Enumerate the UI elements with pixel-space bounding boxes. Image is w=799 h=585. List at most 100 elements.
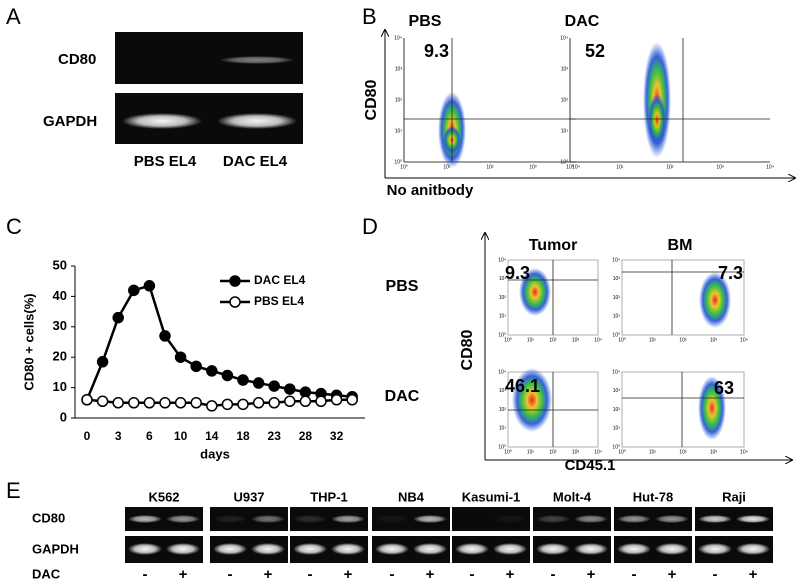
band-label: CD80 bbox=[58, 51, 96, 68]
data-point bbox=[268, 397, 280, 409]
gel-band bbox=[251, 515, 285, 523]
legend-label: PBS EL4 bbox=[254, 294, 304, 308]
band-label: GAPDH bbox=[32, 541, 79, 556]
axis-tick-label: 10³ bbox=[561, 66, 569, 72]
gel-band bbox=[166, 515, 200, 523]
cell-line-label: THP-1 bbox=[310, 489, 348, 504]
axis-tick-label: 10³ bbox=[572, 337, 580, 343]
data-point bbox=[237, 398, 249, 411]
gel-band bbox=[655, 543, 689, 555]
axis-tick-label: 10² bbox=[549, 449, 557, 455]
axis-tick-label: 10¹ bbox=[613, 426, 621, 432]
cell-line-label: Molt-4 bbox=[553, 489, 592, 504]
y-tick-label: 20 bbox=[53, 349, 67, 364]
percent-label: 9.3 bbox=[424, 41, 449, 61]
data-point bbox=[346, 394, 358, 406]
axis-tick-label: 10⁰ bbox=[394, 159, 402, 165]
band-label: CD80 bbox=[32, 510, 65, 525]
axis-tick-label: 10⁴ bbox=[594, 449, 602, 455]
data-point bbox=[206, 400, 218, 412]
data-point bbox=[330, 394, 343, 406]
data-point bbox=[143, 397, 156, 409]
data-point bbox=[284, 383, 296, 395]
treatment-sign: + bbox=[426, 566, 435, 583]
gel-band bbox=[213, 543, 247, 555]
data-point bbox=[112, 311, 124, 324]
cell-line-label: Raji bbox=[722, 489, 746, 504]
cell-line-label: K562 bbox=[148, 489, 179, 504]
axis-tick-label: 10¹ bbox=[527, 337, 535, 343]
axis-label: CD80 bbox=[363, 79, 380, 120]
data-point bbox=[96, 356, 109, 368]
axis-tick-label: 10¹ bbox=[395, 128, 403, 134]
axis-tick-label: 10³ bbox=[499, 388, 507, 394]
band-label: GAPDH bbox=[43, 113, 97, 130]
axis-tick-label: 10³ bbox=[613, 276, 621, 282]
cell-density bbox=[648, 94, 666, 146]
data-point bbox=[143, 280, 156, 292]
axis-tick-label: 10¹ bbox=[499, 314, 507, 320]
panel-label: D bbox=[362, 214, 378, 239]
data-point bbox=[174, 397, 187, 409]
axis-tick-label: 10³ bbox=[499, 276, 507, 282]
data-point bbox=[159, 397, 171, 409]
gel-band bbox=[128, 515, 162, 523]
gel-band bbox=[493, 515, 527, 523]
data-point bbox=[128, 397, 140, 409]
data-point bbox=[221, 398, 234, 411]
gel-band bbox=[413, 515, 447, 523]
axis-tick-label: 10⁴ bbox=[498, 257, 506, 263]
axis-tick-label: 10⁰ bbox=[498, 332, 506, 338]
gel-band bbox=[655, 515, 689, 523]
treatment-sign: - bbox=[470, 566, 475, 583]
axis-tick-label: 10² bbox=[499, 407, 507, 413]
x-tick-label: 18 bbox=[236, 429, 250, 443]
percent-label: 63 bbox=[714, 378, 734, 398]
gel-band bbox=[574, 515, 608, 523]
data-point bbox=[174, 351, 187, 363]
percent-label: 46.1 bbox=[505, 376, 540, 396]
axis-tick-label: 10⁰ bbox=[566, 164, 574, 170]
axis-tick-label: 10⁰ bbox=[504, 337, 512, 343]
data-point bbox=[206, 365, 218, 377]
axis-tick-label: 10³ bbox=[613, 388, 621, 394]
axis-tick-label: 10⁰ bbox=[560, 159, 568, 165]
axis-tick-label: 10³ bbox=[395, 66, 403, 72]
x-tick-label: 3 bbox=[115, 429, 122, 443]
cell-line-label: Hut-78 bbox=[633, 489, 673, 504]
x-tick-label: 0 bbox=[84, 429, 91, 443]
gel-band bbox=[698, 515, 732, 523]
panel-label: A bbox=[6, 4, 21, 29]
column-label: Tumor bbox=[529, 237, 578, 254]
axis-tick-label: 10⁰ bbox=[618, 449, 626, 455]
axis-tick-label: 10⁰ bbox=[612, 444, 620, 450]
data-point bbox=[112, 397, 124, 409]
treatment-sign: - bbox=[713, 566, 718, 583]
cell-line-label: U937 bbox=[233, 489, 264, 504]
axis-tick-label: 10⁴ bbox=[394, 35, 402, 41]
treatment-label: DAC bbox=[32, 566, 61, 581]
gel-band bbox=[413, 543, 447, 555]
cell-density bbox=[699, 272, 731, 328]
gel-band bbox=[375, 515, 409, 523]
treatment-sign: + bbox=[179, 566, 188, 583]
treatment-sign: + bbox=[749, 566, 758, 583]
data-point bbox=[252, 397, 265, 409]
treatment-sign: - bbox=[143, 566, 148, 583]
data-point bbox=[315, 395, 327, 408]
axis-tick-label: 10³ bbox=[529, 164, 537, 170]
gel-band bbox=[736, 515, 770, 523]
gel-band bbox=[293, 543, 327, 555]
gel-band bbox=[331, 543, 365, 555]
row-label: DAC bbox=[385, 388, 420, 405]
axis-tick-label: 10⁴ bbox=[594, 337, 602, 343]
gel-band bbox=[293, 515, 327, 523]
y-tick-label: 10 bbox=[53, 379, 67, 394]
treatment-sign: - bbox=[228, 566, 233, 583]
axis-tick-label: 10⁴ bbox=[498, 369, 506, 375]
treatment-sign: - bbox=[308, 566, 313, 583]
x-tick-label: 10 bbox=[174, 429, 188, 443]
axis-label: No anitbody bbox=[387, 182, 474, 199]
gel-band bbox=[331, 515, 365, 523]
